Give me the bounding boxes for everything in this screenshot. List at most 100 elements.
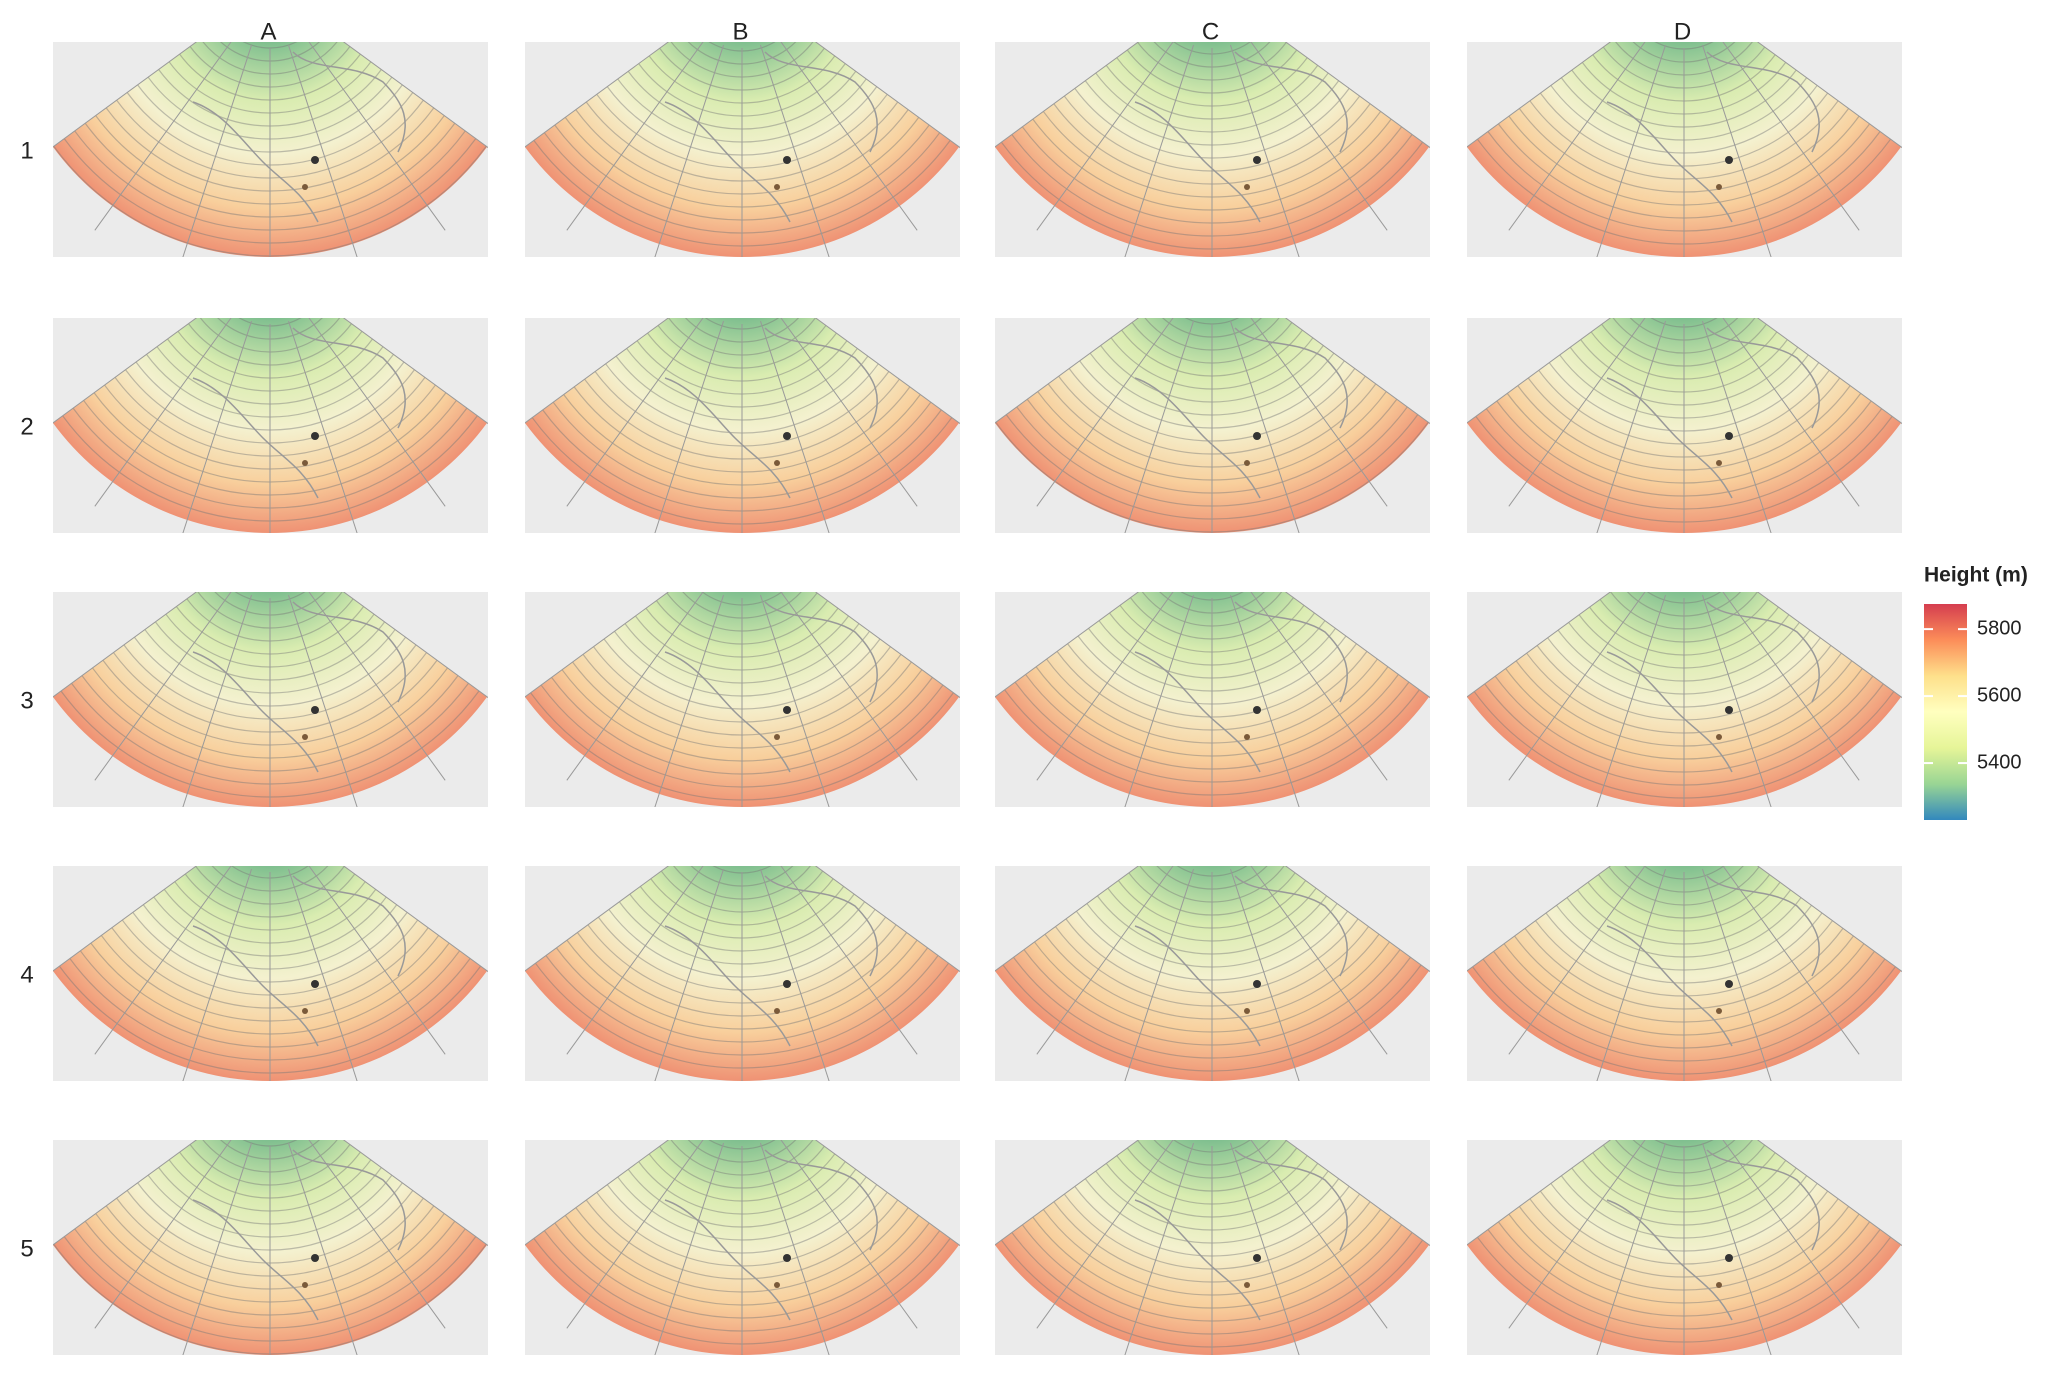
- meridian: [780, 866, 918, 1055]
- map-panel: [53, 866, 488, 1081]
- meridian: [342, 1140, 488, 1247]
- meridian: [287, 594, 358, 807]
- meridian: [1467, 318, 1612, 424]
- column-label: A: [260, 18, 276, 45]
- map-content: [53, 866, 488, 1081]
- coastline: [192, 1149, 406, 1321]
- meridian: [1596, 1142, 1667, 1355]
- meridian: [1124, 868, 1195, 1081]
- map-content: [525, 42, 960, 257]
- meridian: [308, 42, 446, 231]
- site-marker: [1253, 1254, 1261, 1262]
- meridian: [1756, 42, 1902, 149]
- site-marker: [783, 706, 791, 714]
- column-label: B: [732, 18, 748, 45]
- meridian: [1701, 594, 1772, 807]
- meridian: [1036, 1140, 1174, 1329]
- map-panel: [525, 318, 960, 533]
- meridian: [1467, 866, 1612, 972]
- site-marker: [1725, 706, 1733, 714]
- row-label: 3: [20, 687, 33, 714]
- meridian: [342, 592, 488, 699]
- site-marker: [1725, 1254, 1733, 1262]
- meridian: [814, 1140, 960, 1247]
- meridian: [1467, 592, 1612, 698]
- meridian: [1124, 44, 1195, 257]
- site-marker: [302, 1282, 308, 1288]
- map-panel: [995, 318, 1430, 533]
- meridian: [94, 1140, 232, 1329]
- site-marker: [783, 1254, 791, 1262]
- colorbar: [1924, 604, 1967, 820]
- meridian: [654, 320, 725, 533]
- meridian: [1036, 592, 1174, 781]
- meridian: [1284, 866, 1430, 973]
- coastline: [664, 327, 878, 499]
- row-label: 4: [20, 961, 33, 988]
- meridian: [759, 320, 830, 533]
- map-content: [525, 318, 960, 533]
- coastline: [664, 875, 878, 1047]
- meridian: [1284, 1140, 1430, 1247]
- meridian: [780, 318, 918, 507]
- map-panel: [53, 1140, 488, 1355]
- meridian: [1250, 318, 1388, 507]
- meridian: [1508, 42, 1646, 231]
- map-content: [53, 592, 488, 807]
- meridian: [566, 318, 704, 507]
- meridian: [780, 1140, 918, 1329]
- map-panel: [995, 1140, 1430, 1355]
- meridian: [1701, 320, 1772, 533]
- colorbar-label: 5600: [1977, 684, 2022, 706]
- meridian: [182, 594, 253, 807]
- meridian: [1722, 42, 1860, 231]
- map-content: [53, 42, 488, 257]
- colorbar-label: 5400: [1977, 751, 2022, 773]
- meridian: [308, 866, 446, 1055]
- meridian: [814, 866, 960, 973]
- coastline: [664, 601, 878, 773]
- meridian: [566, 42, 704, 231]
- meridian: [1124, 1142, 1195, 1355]
- site-marker: [774, 460, 780, 466]
- site-marker: [774, 184, 780, 190]
- meridian: [1467, 42, 1612, 148]
- meridian: [814, 42, 960, 149]
- meridian: [53, 42, 198, 148]
- map-panel: [525, 592, 960, 807]
- map-content: [1467, 592, 1902, 807]
- map-panel: [995, 866, 1430, 1081]
- meridian: [342, 318, 488, 425]
- site-marker: [1716, 1008, 1722, 1014]
- coastline: [664, 51, 878, 223]
- meridian: [654, 1142, 725, 1355]
- map-content: [995, 318, 1430, 533]
- meridian: [1756, 592, 1902, 699]
- meridian: [287, 1142, 358, 1355]
- row-label: 1: [20, 137, 33, 164]
- meridian: [1250, 592, 1388, 781]
- legend-title: Height (m): [1924, 564, 2028, 587]
- coastline: [1134, 1149, 1348, 1321]
- meridian: [1701, 1142, 1772, 1355]
- site-marker: [311, 706, 319, 714]
- site-marker: [783, 432, 791, 440]
- meridian: [1722, 1140, 1860, 1329]
- meridian: [654, 594, 725, 807]
- map-panel: [53, 42, 488, 257]
- coastline: [1606, 601, 1820, 773]
- meridian: [182, 868, 253, 1081]
- meridian: [654, 868, 725, 1081]
- row-label: 5: [20, 1235, 33, 1262]
- site-marker: [302, 1008, 308, 1014]
- meridian: [342, 42, 488, 149]
- meridian: [1756, 866, 1902, 973]
- meridian: [1756, 1140, 1902, 1247]
- site-marker: [1244, 1282, 1250, 1288]
- map-content: [1467, 1140, 1902, 1355]
- meridian: [525, 42, 670, 148]
- meridian: [995, 592, 1140, 698]
- meridian: [94, 42, 232, 231]
- meridian: [1508, 866, 1646, 1055]
- meridian: [759, 868, 830, 1081]
